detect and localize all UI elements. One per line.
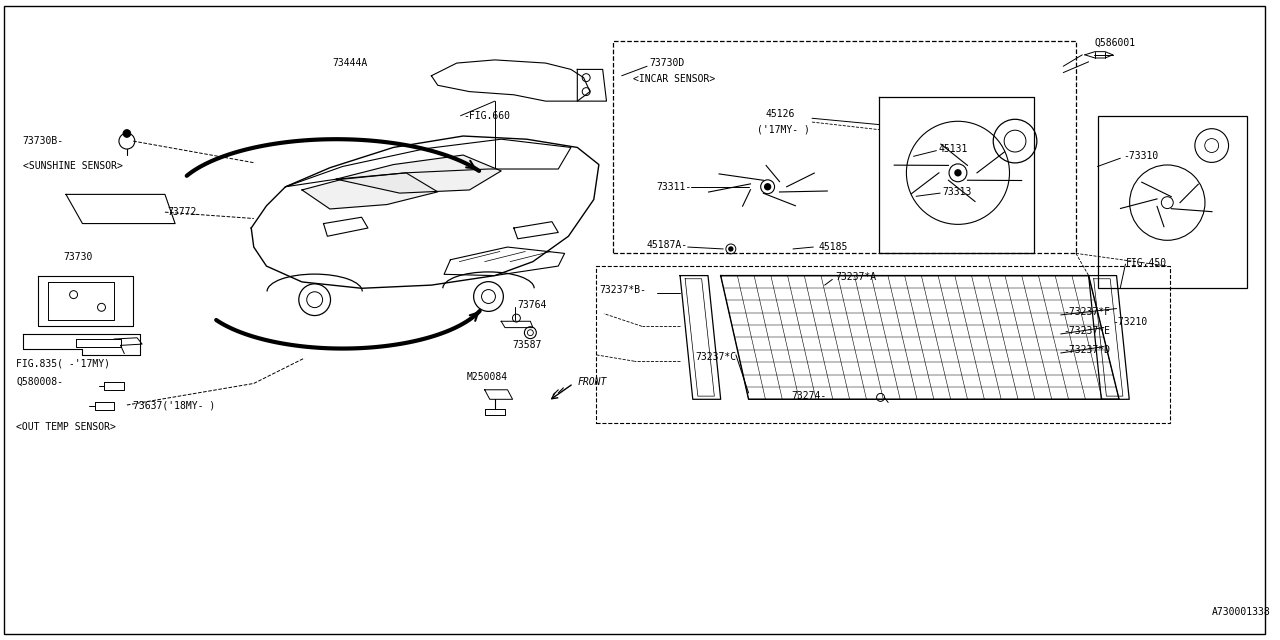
Text: -73237*D: -73237*D [1064,346,1110,355]
Text: 73772: 73772 [168,207,197,217]
Text: -73310: -73310 [1123,151,1158,161]
Circle shape [955,170,961,176]
Polygon shape [302,173,438,209]
Polygon shape [337,155,502,193]
Circle shape [123,129,131,138]
Bar [596,266,1170,424]
Text: 73764: 73764 [517,300,547,310]
Text: A730001338: A730001338 [1212,607,1271,617]
Text: FIG.835( -'17MY): FIG.835( -'17MY) [17,358,110,368]
Text: -73210: -73210 [1112,317,1148,327]
Text: <SUNSHINE SENSOR>: <SUNSHINE SENSOR> [23,161,123,172]
Text: M250084: M250084 [467,372,508,382]
Text: -FIG.660: -FIG.660 [463,111,511,121]
Bar [1097,116,1247,288]
Text: 45126: 45126 [765,109,795,119]
Text: 73637('18MY- ): 73637('18MY- ) [133,400,215,410]
Text: -73237*F: -73237*F [1064,307,1110,317]
Text: 73730D: 73730D [650,58,685,68]
Text: <OUT TEMP SENSOR>: <OUT TEMP SENSOR> [17,422,116,431]
Text: ('17MY- ): ('17MY- ) [758,125,810,134]
Text: -73237*E: -73237*E [1064,326,1110,337]
Text: 45185: 45185 [818,242,847,252]
Text: FRONT: FRONT [577,377,607,387]
Circle shape [728,247,733,251]
Text: 73444A: 73444A [333,58,367,68]
Text: 45187A-: 45187A- [646,240,687,250]
Text: <INCAR SENSOR>: <INCAR SENSOR> [634,74,716,84]
Text: 45131: 45131 [940,144,968,154]
Text: 73274-: 73274- [792,391,827,401]
Text: FIG.450: FIG.450 [1125,258,1166,268]
Bar [613,41,1076,253]
Text: 73237*A: 73237*A [835,272,876,282]
Circle shape [764,184,771,189]
Text: 73313: 73313 [942,187,972,197]
Text: 73730: 73730 [64,252,93,262]
Text: Q580008-: Q580008- [17,377,64,387]
Text: 73237*C: 73237*C [695,352,736,362]
Text: 73730B-: 73730B- [22,136,64,146]
Text: 73311-: 73311- [657,182,691,192]
Text: Q586001: Q586001 [1094,38,1137,48]
Text: 73587: 73587 [512,340,541,350]
Text: 73237*B-: 73237*B- [599,285,646,295]
